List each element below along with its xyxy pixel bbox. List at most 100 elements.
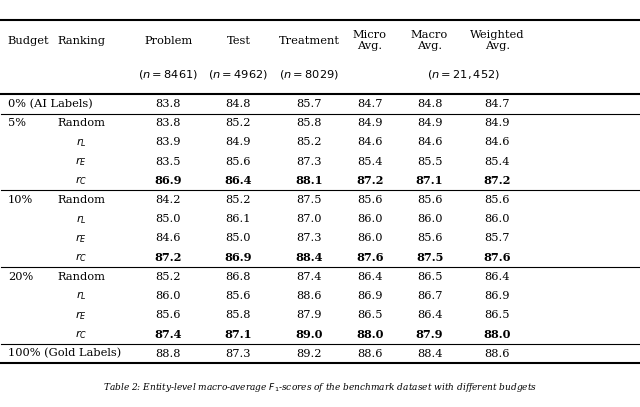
Text: 88.8: 88.8 — [156, 348, 181, 359]
Text: 84.8: 84.8 — [226, 99, 251, 109]
Text: 87.4: 87.4 — [155, 329, 182, 340]
Text: 84.6: 84.6 — [156, 233, 181, 243]
Text: 85.2: 85.2 — [156, 272, 181, 282]
Text: 86.7: 86.7 — [417, 291, 442, 301]
Text: $r_C$: $r_C$ — [75, 328, 87, 341]
Text: 86.0: 86.0 — [417, 214, 442, 224]
Text: $r_C$: $r_C$ — [75, 174, 87, 187]
Text: 86.9: 86.9 — [225, 252, 252, 263]
Text: 5%: 5% — [8, 118, 26, 128]
Text: 85.6: 85.6 — [226, 157, 251, 166]
Text: $r_E$: $r_E$ — [75, 309, 87, 322]
Text: 84.9: 84.9 — [357, 118, 383, 128]
Text: 86.5: 86.5 — [484, 310, 510, 320]
Text: 86.9: 86.9 — [357, 291, 383, 301]
Text: 89.0: 89.0 — [296, 329, 323, 340]
Text: 86.1: 86.1 — [226, 214, 251, 224]
Text: 100% (Gold Labels): 100% (Gold Labels) — [8, 348, 121, 359]
Text: 87.3: 87.3 — [226, 348, 251, 359]
Text: 86.9: 86.9 — [155, 175, 182, 186]
Text: 86.0: 86.0 — [484, 214, 510, 224]
Text: 84.8: 84.8 — [417, 99, 442, 109]
Text: 88.6: 88.6 — [296, 291, 322, 301]
Text: 84.9: 84.9 — [417, 118, 442, 128]
Text: 87.5: 87.5 — [296, 195, 322, 205]
Text: 86.0: 86.0 — [357, 233, 383, 243]
Text: 84.6: 84.6 — [484, 137, 510, 147]
Text: 85.6: 85.6 — [226, 291, 251, 301]
Text: 86.9: 86.9 — [484, 291, 510, 301]
Text: 84.9: 84.9 — [226, 137, 251, 147]
Text: 88.6: 88.6 — [484, 348, 510, 359]
Text: 86.8: 86.8 — [226, 272, 251, 282]
Text: 87.4: 87.4 — [296, 272, 322, 282]
Text: 87.2: 87.2 — [155, 252, 182, 263]
Text: Budget: Budget — [8, 35, 49, 46]
Text: 87.3: 87.3 — [296, 157, 322, 166]
Text: 89.2: 89.2 — [296, 348, 322, 359]
Text: 87.3: 87.3 — [296, 233, 322, 243]
Text: 83.5: 83.5 — [156, 157, 181, 166]
Text: Random: Random — [57, 118, 105, 128]
Text: $r_L$: $r_L$ — [76, 289, 86, 302]
Text: 84.7: 84.7 — [484, 99, 510, 109]
Text: 86.4: 86.4 — [484, 272, 510, 282]
Text: 20%: 20% — [8, 272, 33, 282]
Text: 87.2: 87.2 — [483, 175, 511, 186]
Text: 86.5: 86.5 — [357, 310, 383, 320]
Text: 86.0: 86.0 — [156, 291, 181, 301]
Text: 0% (AI Labels): 0% (AI Labels) — [8, 99, 93, 109]
Text: 86.4: 86.4 — [357, 272, 383, 282]
Text: 84.2: 84.2 — [156, 195, 181, 205]
Text: 85.6: 85.6 — [357, 195, 383, 205]
Text: Treatment: Treatment — [278, 35, 340, 46]
Text: 87.9: 87.9 — [416, 329, 444, 340]
Text: $(n = 21, 452)$: $(n = 21, 452)$ — [427, 68, 500, 81]
Text: 87.1: 87.1 — [416, 175, 444, 186]
Text: 10%: 10% — [8, 195, 33, 205]
Text: Weighted
Avg.: Weighted Avg. — [470, 30, 524, 51]
Text: Macro
Avg.: Macro Avg. — [411, 30, 448, 51]
Text: 88.4: 88.4 — [296, 252, 323, 263]
Text: 85.0: 85.0 — [226, 233, 251, 243]
Text: 85.0: 85.0 — [156, 214, 181, 224]
Text: Random: Random — [57, 272, 105, 282]
Text: Micro
Avg.: Micro Avg. — [353, 30, 387, 51]
Text: $r_E$: $r_E$ — [75, 232, 87, 245]
Text: 86.0: 86.0 — [357, 214, 383, 224]
Text: 85.7: 85.7 — [296, 99, 322, 109]
Text: Random: Random — [57, 195, 105, 205]
Text: Problem: Problem — [144, 35, 193, 46]
Text: 88.0: 88.0 — [483, 329, 511, 340]
Text: 84.6: 84.6 — [417, 137, 442, 147]
Text: 85.6: 85.6 — [484, 195, 510, 205]
Text: 84.7: 84.7 — [357, 99, 383, 109]
Text: 88.4: 88.4 — [417, 348, 442, 359]
Text: 87.6: 87.6 — [483, 252, 511, 263]
Text: 87.1: 87.1 — [225, 329, 252, 340]
Text: 86.4: 86.4 — [225, 175, 252, 186]
Text: 83.8: 83.8 — [156, 99, 181, 109]
Text: 88.1: 88.1 — [295, 175, 323, 186]
Text: $r_L$: $r_L$ — [76, 136, 86, 149]
Text: 88.6: 88.6 — [357, 348, 383, 359]
Text: $(n = 8029)$: $(n = 8029)$ — [279, 68, 339, 81]
Text: 86.5: 86.5 — [417, 272, 442, 282]
Text: Ranking: Ranking — [57, 35, 105, 46]
Text: 87.6: 87.6 — [356, 252, 383, 263]
Text: 85.2: 85.2 — [296, 137, 322, 147]
Text: 85.6: 85.6 — [417, 195, 442, 205]
Text: 83.8: 83.8 — [156, 118, 181, 128]
Text: $(n = 8461)$: $(n = 8461)$ — [138, 68, 198, 81]
Text: 85.6: 85.6 — [156, 310, 181, 320]
Text: Table 2: Entity-level macro-average $F_1$-scores of the benchmark dataset with d: Table 2: Entity-level macro-average $F_1… — [103, 381, 537, 394]
Text: 85.8: 85.8 — [296, 118, 322, 128]
Text: 85.2: 85.2 — [226, 195, 251, 205]
Text: $r_C$: $r_C$ — [75, 251, 87, 264]
Text: 87.2: 87.2 — [356, 175, 383, 186]
Text: 85.4: 85.4 — [357, 157, 383, 166]
Text: 85.5: 85.5 — [417, 157, 442, 166]
Text: Test: Test — [227, 35, 250, 46]
Text: 85.6: 85.6 — [417, 233, 442, 243]
Text: 85.7: 85.7 — [484, 233, 510, 243]
